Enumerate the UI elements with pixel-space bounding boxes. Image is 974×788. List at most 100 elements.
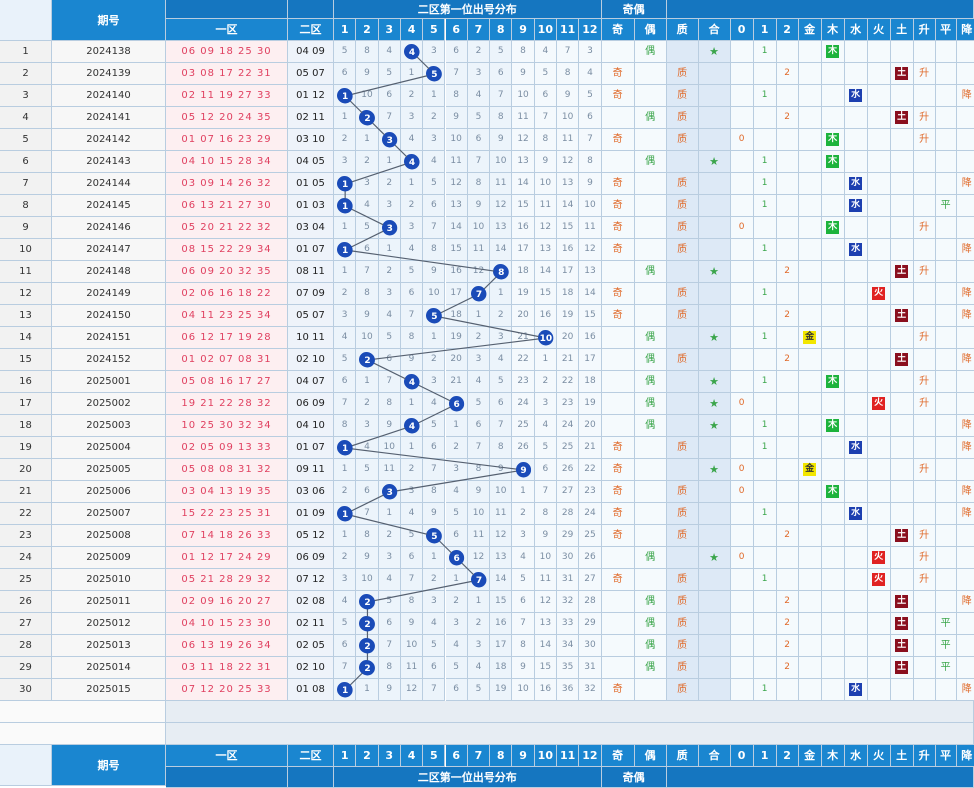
trend-cell (913, 239, 936, 261)
miss-count: 1 (378, 151, 401, 173)
miss-count: 27 (579, 569, 602, 591)
miss-count: 8 (378, 393, 401, 415)
mod3-cell (730, 657, 754, 679)
issue-number: 2024152 (52, 349, 166, 371)
element-cell (890, 283, 914, 305)
prime-header: 质 (666, 19, 699, 41)
mod3-cell (776, 459, 799, 481)
mod3-cell (753, 525, 777, 547)
zone2-numbers: 05 07 (288, 63, 334, 85)
element-mark: 土 (895, 67, 909, 80)
miss-count: 31 (579, 657, 602, 679)
element-cell (867, 481, 891, 503)
miss-count: 5 (378, 591, 401, 613)
trend-cell (935, 85, 957, 107)
zone2-numbers: 07 12 (288, 569, 334, 591)
issue-header[interactable]: 期号 (52, 745, 166, 786)
issue-number: 2025015 (52, 679, 166, 701)
zone2-numbers: 04 10 (288, 415, 334, 437)
miss-count: 5 (579, 85, 602, 107)
element-cell: 土 (890, 525, 914, 547)
miss-count: 22 (579, 459, 602, 481)
miss-count: 10 (356, 85, 379, 107)
star-icon: ★ (698, 459, 731, 481)
miss-count: 14 (512, 173, 535, 195)
even-cell: 偶 (634, 547, 667, 569)
odd-cell (601, 635, 635, 657)
mod3-cell (776, 415, 799, 437)
star-icon: ★ (698, 41, 731, 63)
miss-count: 26 (512, 437, 535, 459)
miss-count: 1 (490, 283, 513, 305)
zone1-numbers: 02 05 09 13 33 (166, 437, 288, 459)
miss-count: 5 (512, 569, 535, 591)
element-cell (867, 371, 891, 393)
miss-count: 7 (378, 371, 401, 393)
element-cell: 木 (821, 217, 845, 239)
row-number: 28 (0, 635, 52, 657)
trend-cell: 降 (956, 679, 974, 701)
miss-count: 4 (378, 569, 401, 591)
mod3-cell (776, 195, 799, 217)
miss-count: 1 (400, 63, 424, 85)
miss-count: 13 (445, 195, 468, 217)
zone2-numbers: 08 11 (288, 261, 334, 283)
issue-number: 2024151 (52, 327, 166, 349)
mod3-cell (730, 173, 754, 195)
element-cell: 土 (890, 613, 914, 635)
even-cell: 偶 (634, 591, 667, 613)
issue-number: 2024145 (52, 195, 166, 217)
issue-header[interactable]: 期号 (52, 0, 166, 41)
miss-count: 3 (579, 41, 602, 63)
dist-cell: 3 (378, 481, 401, 503)
zone2-numbers: 01 07 (288, 437, 334, 459)
element-cell (867, 415, 891, 437)
even-header: 偶 (634, 19, 667, 41)
miss-count: 5 (334, 349, 357, 371)
issue-number: 2024150 (52, 305, 166, 327)
miss-count: 12 (534, 217, 557, 239)
element-cell: 水 (844, 437, 868, 459)
element-cell (890, 151, 914, 173)
miss-count: 5 (423, 635, 446, 657)
prime-cell (666, 327, 699, 349)
trend-cell: 降 (956, 481, 974, 503)
mod3-cell (776, 503, 799, 525)
miss-count: 7 (334, 657, 357, 679)
miss-count: 5 (423, 415, 446, 437)
element-cell (821, 613, 845, 635)
miss-count: 6 (512, 591, 535, 613)
miss-count: 6 (423, 195, 446, 217)
mod3-cell: 1 (753, 679, 777, 701)
miss-count: 17 (579, 349, 602, 371)
element-cell (844, 151, 868, 173)
element-cell (844, 459, 868, 481)
miss-count: 13 (534, 613, 557, 635)
odd-cell: 奇 (601, 569, 635, 591)
mod3-cell: 2 (776, 657, 799, 679)
miss-count: 4 (400, 129, 424, 151)
mod3-cell (730, 239, 754, 261)
mod3-cell (776, 547, 799, 569)
element-cell (867, 349, 891, 371)
trend-cell: 升 (913, 261, 936, 283)
element-cell (798, 41, 822, 63)
miss-count: 4 (512, 547, 535, 569)
trend-header: 降 (956, 19, 974, 41)
zone1-numbers: 06 09 20 32 35 (166, 261, 288, 283)
zone1-numbers: 05 08 16 17 27 (166, 371, 288, 393)
element-cell (844, 349, 868, 371)
row-number: 11 (0, 261, 52, 283)
miss-count: 21 (579, 437, 602, 459)
trend-cell (935, 41, 957, 63)
miss-count: 4 (579, 63, 602, 85)
element-cell (798, 261, 822, 283)
miss-count: 3 (356, 173, 379, 195)
miss-count: 19 (490, 679, 513, 701)
miss-count: 12 (490, 195, 513, 217)
composite-cell (698, 173, 731, 195)
odd-cell: 奇 (601, 283, 635, 305)
miss-count: 3 (534, 393, 557, 415)
dist-cell: 3 (378, 217, 401, 239)
